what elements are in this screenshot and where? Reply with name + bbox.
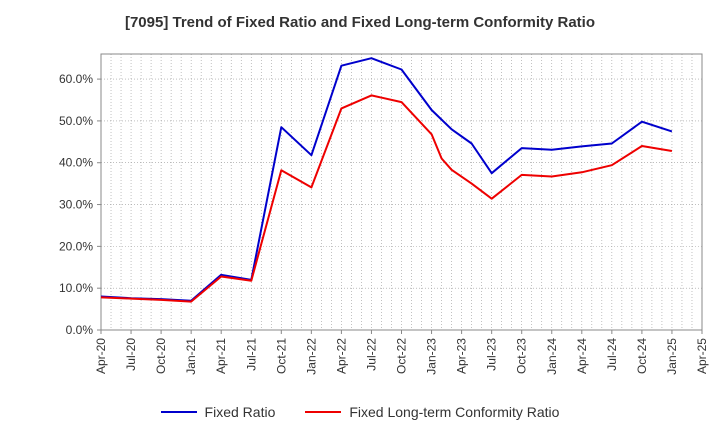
legend-label-fixed-ratio: Fixed Ratio — [204, 404, 276, 420]
x-tick-label: Oct-23 — [515, 338, 529, 374]
y-tick-label: 20.0% — [59, 239, 93, 253]
x-tick-label: Jan-23 — [425, 338, 439, 375]
axis-layer — [97, 53, 703, 334]
legend-swatch-fixed-ratio — [160, 411, 197, 413]
y-tick-label: 50.0% — [59, 114, 93, 128]
x-tick-label: Jan-24 — [545, 338, 559, 375]
x-tick-label: Jan-25 — [665, 338, 679, 375]
y-tick-label: 60.0% — [59, 72, 93, 86]
x-tick-label: Jul-21 — [244, 338, 258, 371]
x-tick-label: Jan-21 — [184, 338, 198, 375]
x-tick-label: Apr-22 — [334, 338, 348, 374]
series-line-fixed-long-term-conformity-ratio — [100, 94, 673, 303]
y-tick-label: 40.0% — [59, 156, 93, 170]
grid-layer — [100, 54, 703, 331]
y-tick-label: 30.0% — [59, 198, 93, 212]
x-tick-label: Jul-23 — [485, 338, 499, 371]
y-tick-label: 10.0% — [59, 281, 93, 295]
x-tick-label: Jul-22 — [364, 338, 378, 371]
legend-item-fixed-ratio: Fixed Ratio — [160, 404, 276, 420]
series-layer — [100, 57, 673, 303]
legend-label-fixed-long-term-conformity-ratio: Fixed Long-term Conformity Ratio — [349, 404, 560, 420]
x-tick-label: Jul-20 — [124, 338, 138, 371]
x-tick-label: Apr-23 — [455, 338, 469, 374]
x-tick-label: Apr-20 — [94, 338, 108, 374]
x-tick-label: Apr-24 — [575, 338, 589, 374]
x-tick-label: Jul-24 — [605, 338, 619, 371]
y-tick-label: 0.0% — [66, 323, 94, 337]
chart-title: [7095] Trend of Fixed Ratio and Fixed Lo… — [124, 14, 596, 31]
x-tick-label: Oct-20 — [154, 338, 168, 374]
x-tick-label: Jan-22 — [304, 338, 318, 375]
legend-swatch-fixed-long-term-conformity-ratio — [305, 411, 342, 413]
series-line-fixed-ratio — [100, 57, 673, 302]
label-layer: 0.0% 10.0% 20.0% 30.0% 40.0% 50.0% 60.0% Apr-20… — [59, 72, 709, 375]
x-tick-label: Oct-22 — [395, 338, 409, 374]
legend: Fixed Ratio Fixed Long-term Conformity R… — [0, 404, 720, 420]
x-tick-label: Oct-24 — [635, 338, 649, 374]
x-tick-label: Oct-21 — [274, 338, 288, 374]
x-tick-label: Apr-25 — [695, 338, 709, 374]
x-tick-label: Apr-21 — [214, 338, 228, 374]
legend-item-fixed-long-term-conformity-ratio: Fixed Long-term Conformity Ratio — [305, 404, 559, 420]
